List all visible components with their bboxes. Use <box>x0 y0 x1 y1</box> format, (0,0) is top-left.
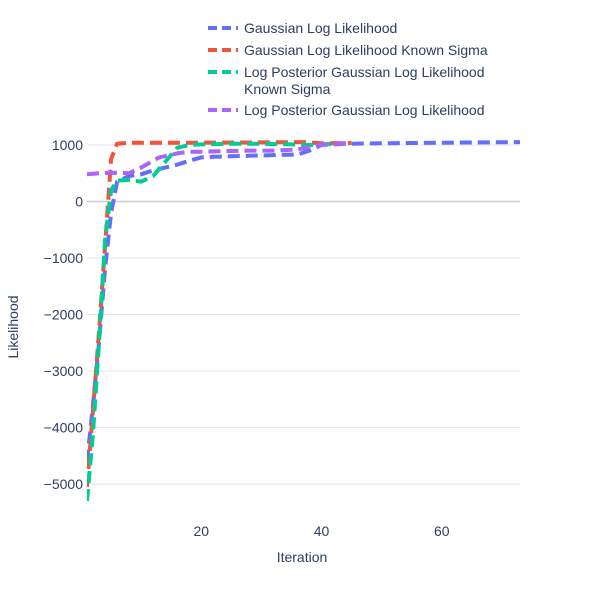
legend-item[interactable]: Log Posterior Gaussian Log Likelihood Kno… <box>208 64 485 97</box>
legend-label: Gaussian Log Likelihood Known Sigma <box>244 42 488 58</box>
y-tick-label: −5000 <box>44 476 84 492</box>
gridlines <box>87 144 520 485</box>
x-tick-label: 20 <box>193 523 209 539</box>
y-tick-label: −4000 <box>44 420 84 436</box>
y-tick-label: 0 <box>75 193 83 209</box>
legend-label: Gaussian Log Likelihood <box>244 20 397 36</box>
y-axis-ticks: 1000 0 −1000 −2000 −3000 −4000 −5000 <box>44 137 84 492</box>
x-tick-label: 60 <box>434 523 450 539</box>
legend-item[interactable]: Gaussian Log Likelihood Known Sigma <box>208 42 488 58</box>
legend-item[interactable]: Log Posterior Gaussian Log Likelihood <box>208 102 485 118</box>
y-tick-label: −1000 <box>44 250 84 266</box>
y-tick-label: 1000 <box>52 137 83 153</box>
series-lines <box>87 140 520 502</box>
legend-label: Log Posterior Gaussian Log Likelihood <box>244 102 485 118</box>
x-axis-title: Iteration <box>277 549 328 565</box>
series-line <box>87 141 346 502</box>
x-axis-ticks: 20 40 60 <box>193 523 449 539</box>
legend-label: Log Posterior Gaussian Log Likelihood Kno… <box>244 64 485 97</box>
series-line <box>87 141 346 177</box>
y-axis-title: Likelihood <box>5 295 21 358</box>
y-tick-label: −2000 <box>44 307 84 323</box>
x-tick-label: 40 <box>314 523 330 539</box>
legend-item[interactable]: Gaussian Log Likelihood <box>208 20 397 36</box>
series-line <box>87 140 520 462</box>
legend: Gaussian Log Likelihood Gaussian Log Like… <box>208 20 488 118</box>
y-tick-label: −3000 <box>44 363 84 379</box>
